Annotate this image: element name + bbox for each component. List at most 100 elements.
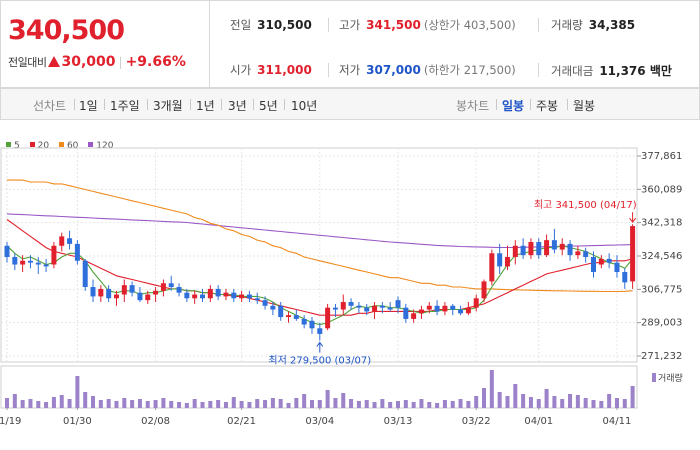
volume-bar	[325, 390, 330, 408]
candle-body	[379, 305, 385, 308]
candle-body	[278, 305, 284, 318]
volume-bar	[145, 401, 150, 408]
legend-swatch	[6, 142, 11, 147]
volume-bar	[278, 399, 283, 408]
volume-bar	[513, 384, 518, 408]
period-1w-button[interactable]: 1주일	[110, 99, 140, 113]
candle-body	[598, 258, 604, 265]
period-monthly-button[interactable]: 월봉	[573, 99, 596, 113]
volume-bar	[161, 398, 166, 408]
x-tick-label: 01/19	[0, 416, 21, 427]
volume-bar	[583, 398, 588, 408]
volume-bar	[466, 401, 471, 408]
candle-body	[481, 281, 487, 299]
candle-body	[231, 292, 237, 299]
volume-bar	[169, 401, 174, 408]
legend-ma60: 60	[58, 141, 79, 151]
volume-bar	[12, 394, 17, 408]
stat-divider	[538, 18, 539, 32]
volume-bar	[44, 402, 49, 408]
volume-bar	[75, 376, 80, 408]
volume-bar	[216, 400, 221, 408]
stat-label: 시가	[230, 63, 252, 77]
legend-ma20: 20	[29, 141, 49, 151]
period-daily-button[interactable]: 일봉	[502, 99, 525, 113]
volume-bar	[380, 399, 385, 408]
candle-body	[442, 305, 448, 312]
candle-body	[145, 294, 151, 301]
high-annotation: 최고 341,500 (04/17)	[534, 199, 637, 211]
candle-body	[434, 305, 440, 312]
volume-bar	[223, 402, 228, 408]
volume-bar	[83, 392, 88, 408]
stat-trade-value: 거래대금 11,376 백만	[551, 62, 672, 79]
current-price: 340,500	[8, 15, 125, 46]
volume-bar	[411, 402, 416, 408]
candle-body	[20, 260, 26, 265]
candle-body	[113, 294, 119, 299]
volume-bar	[153, 400, 158, 408]
candle-body	[239, 294, 245, 299]
candle-body	[207, 288, 213, 299]
volume-bar	[544, 389, 549, 408]
volume-bar	[388, 402, 393, 408]
volume-bar	[536, 399, 541, 408]
chart-period-toolbar: 선차트 1일 1주일 3개월 1년 3년 5년 10년 봉차트 일봉 주봉 월봉	[0, 88, 700, 120]
candle-body	[512, 245, 518, 258]
period-1y-button[interactable]: 1년	[196, 99, 215, 113]
price-plot-frame	[0, 147, 638, 363]
period-3m-button[interactable]: 3개월	[153, 99, 183, 113]
stat-high: 고가 341,500 (상한가 403,500)	[339, 17, 516, 33]
candle-body	[4, 245, 10, 258]
toolbar-divider	[74, 99, 75, 110]
stat-divider	[328, 18, 329, 32]
candle-body	[614, 262, 620, 273]
stat-value: 311,000	[257, 63, 312, 77]
toolbar-divider	[221, 99, 222, 110]
x-tick-label: 03/22	[462, 416, 491, 427]
period-5y-button[interactable]: 5년	[259, 99, 278, 113]
volume-bar	[505, 396, 510, 408]
legend-label: 60	[66, 141, 79, 151]
stat-value: 307,000	[366, 63, 421, 77]
period-1d-button[interactable]: 1일	[79, 99, 98, 113]
candle-body	[583, 251, 589, 258]
candle-body	[262, 300, 268, 306]
legend-ma120: 120	[88, 141, 113, 151]
volume-bar	[263, 400, 268, 408]
candle-body	[176, 287, 182, 293]
candle-body	[106, 288, 112, 299]
period-10y-button[interactable]: 10년	[291, 99, 318, 113]
toolbar-divider	[253, 99, 254, 110]
volume-bar	[177, 402, 182, 408]
candle-body	[536, 242, 542, 256]
legend-swatch	[29, 142, 35, 147]
period-weekly-button[interactable]: 주봉	[536, 99, 559, 113]
volume-bar	[130, 400, 135, 408]
candle-body	[160, 283, 166, 291]
volume-bar	[607, 394, 612, 408]
candle-body	[67, 238, 73, 244]
low-arrow-head-icon	[316, 341, 324, 347]
candle-body	[27, 260, 33, 263]
volume-bar	[552, 396, 557, 408]
x-tick-label: 02/08	[141, 416, 170, 427]
stat-note: (상한가 403,500)	[423, 18, 516, 32]
stat-low: 저가 307,000 (하한가 217,500)	[339, 62, 516, 78]
toolbar-divider	[284, 99, 285, 110]
stat-label: 거래대금	[551, 64, 594, 78]
volume-bar	[497, 392, 502, 408]
candle-body	[309, 320, 315, 329]
volume-bar	[489, 370, 494, 408]
volume-bar	[622, 399, 627, 408]
moving-average-legend: 5 20 60 120	[6, 141, 120, 151]
y-tick-label: 377,861	[641, 151, 682, 162]
high-arrow-head-icon	[629, 217, 636, 224]
toolbar-divider	[530, 99, 531, 110]
x-tick-label: 02/21	[227, 416, 256, 427]
x-tick-label: 03/04	[305, 416, 334, 427]
period-3y-button[interactable]: 3년	[228, 99, 247, 113]
volume-bar	[450, 401, 455, 408]
candle-body	[559, 243, 565, 250]
candle-body	[12, 257, 18, 265]
